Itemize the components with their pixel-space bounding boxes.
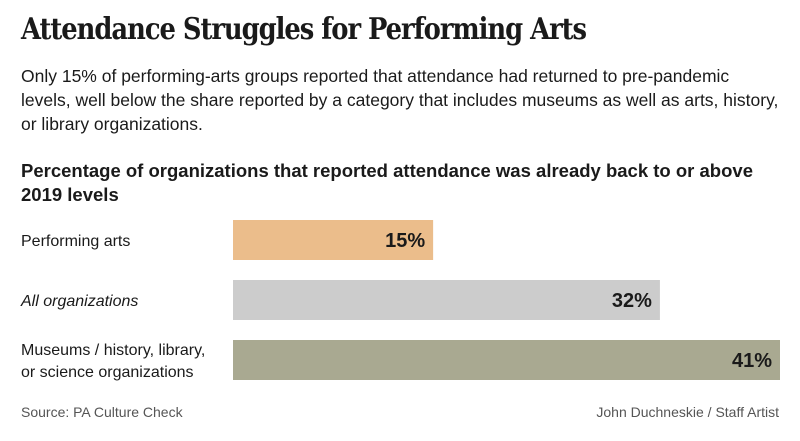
source-note: Source: PA Culture Check (21, 404, 183, 420)
subtitle: Only 15% of performing-arts groups repor… (21, 66, 779, 134)
artist-credit: John Duchneskie / Staff Artist (596, 404, 779, 420)
category-label-0-0: Performing arts (21, 233, 130, 250)
value-label-0: 15% (385, 230, 425, 252)
category-label-2-0: Museums / history, library, (21, 342, 205, 359)
bar-chart: 15% Performing arts 32% All organizations 41… (20, 220, 780, 381)
category-label-2-1: or science organizations (21, 364, 194, 381)
chart-subtitle: Percentage of organizations that reporte… (21, 160, 753, 205)
chart-title-heading: Attendance Struggles for Performing Arts (21, 12, 587, 47)
bar-0 (233, 220, 434, 260)
value-label-2: 41% (732, 350, 772, 372)
value-label-1: 32% (612, 290, 652, 312)
bar-1 (233, 280, 660, 320)
category-label-1-0: All organizations (20, 293, 138, 310)
bar-2 (233, 340, 780, 380)
